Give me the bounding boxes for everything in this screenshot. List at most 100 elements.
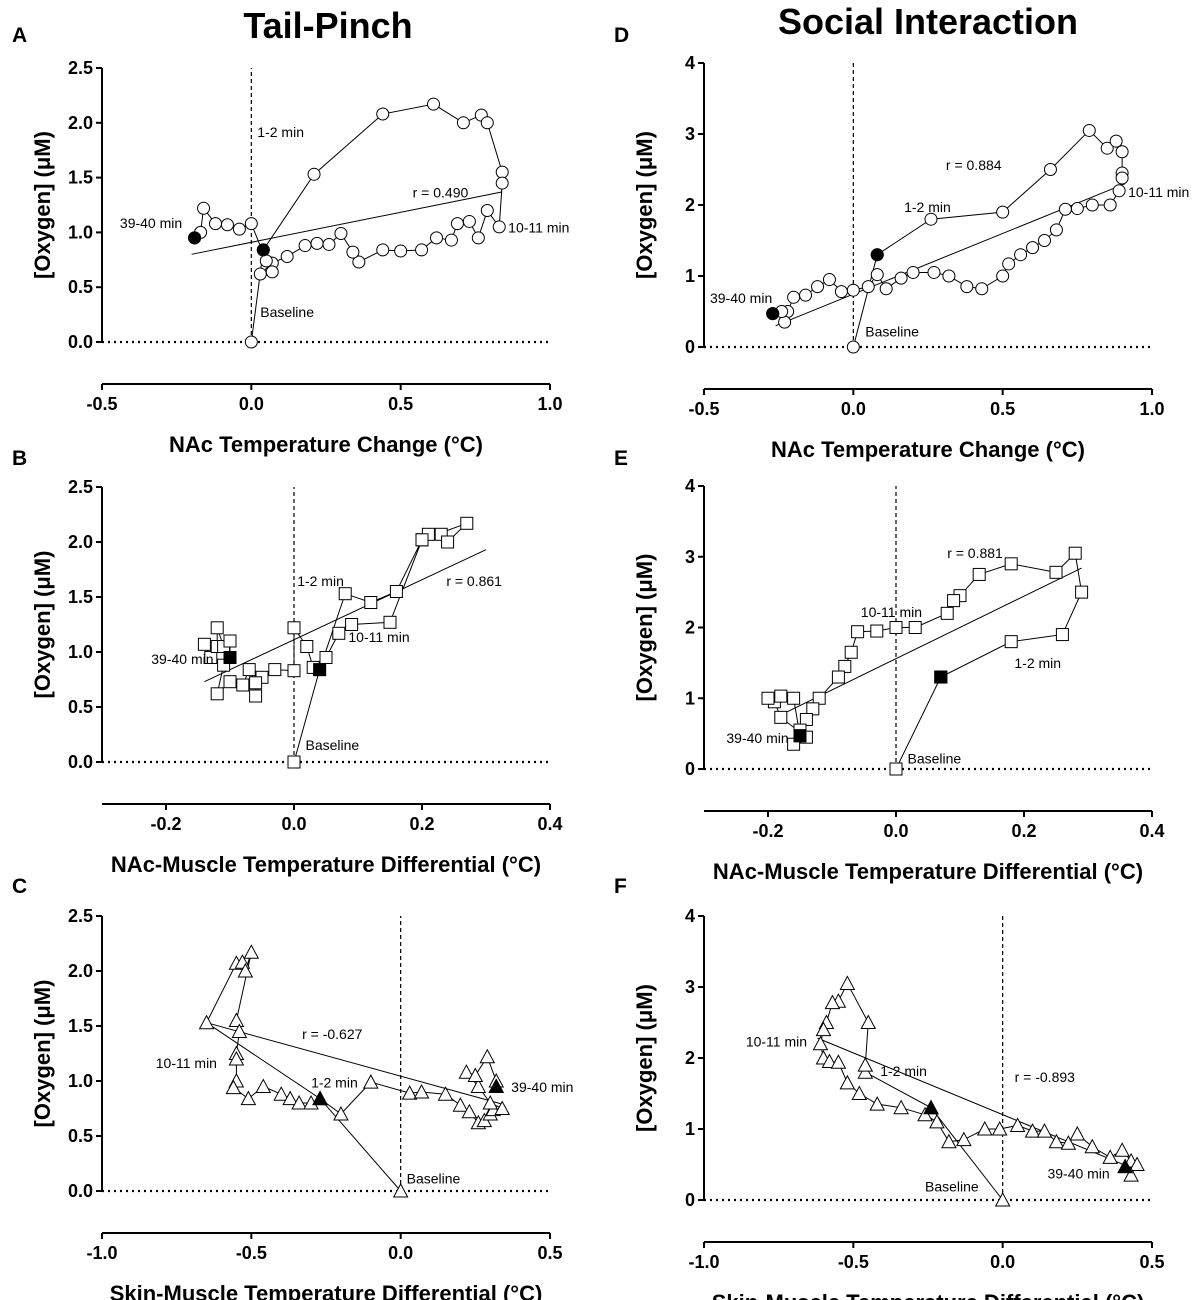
filled-data-point-B xyxy=(313,663,327,677)
data-point-C xyxy=(401,1085,418,1100)
data-point-A xyxy=(244,335,258,349)
column-title-social-interaction: Social Interaction xyxy=(778,1,1078,42)
data-point-F xyxy=(991,1120,1008,1136)
x-tick-label-E: 0.2 xyxy=(1011,821,1036,841)
data-point-A xyxy=(307,167,321,181)
time-annotation-D: 10-11 min xyxy=(1128,184,1189,200)
correlation-label-D: r = 0.884 xyxy=(946,157,1002,173)
x-tick-label-A: 1.0 xyxy=(537,394,562,414)
data-point-F xyxy=(857,1064,874,1079)
data-point-D xyxy=(1100,141,1114,155)
data-point-F xyxy=(839,975,856,990)
y-tick-label-F: 0 xyxy=(685,1190,695,1210)
time-annotation-F: Baseline xyxy=(925,1178,979,1194)
panel-D: D 0 1 2 3 4 -0.5 0.0 0.5 1.0 NAc Temperature Chang… xyxy=(614,24,1189,462)
data-point-D xyxy=(1002,257,1016,271)
x-tick-label-D: 0.0 xyxy=(841,399,866,419)
data-point-A xyxy=(259,254,273,268)
data-point-F xyxy=(1069,1125,1086,1141)
data-point-C xyxy=(482,1094,499,1110)
data-point-C xyxy=(392,1182,409,1198)
data-point-C xyxy=(461,1103,478,1119)
y-tick-label-B: 1.5 xyxy=(68,587,93,607)
time-annotation-A: Baseline xyxy=(260,304,314,320)
x-axis-label-B: NAc-Muscle Temperature Differential (°C) xyxy=(111,852,541,877)
y-tick-label-C: 2.5 xyxy=(68,906,93,926)
panel-B: B 0.0 0.5 1.0 1.5 2.0 2.5 -0.2 0.0 0.2 0.4 NAc-Musc… xyxy=(12,447,563,877)
data-point-D xyxy=(975,282,989,296)
time-annotation-C: 1-2 min xyxy=(311,1075,358,1091)
time-annotation-B: 10-11 min xyxy=(348,629,409,645)
time-annotation-D: 1-2 min xyxy=(904,199,951,215)
data-point-D xyxy=(1109,134,1123,148)
data-point-F xyxy=(830,1054,847,1069)
data-point-B xyxy=(242,663,256,677)
y-axis-label-B: [Oxygen] (μM) xyxy=(30,551,55,699)
y-axis-label-E: [Oxygen] (μM) xyxy=(632,554,657,702)
data-point-D xyxy=(1014,248,1028,262)
data-point-D xyxy=(1049,223,1063,237)
y-tick-label-D: 0 xyxy=(685,337,695,357)
data-point-F xyxy=(1123,1167,1139,1182)
data-point-C xyxy=(479,1048,496,1064)
time-annotation-B: Baseline xyxy=(306,737,360,753)
data-point-A xyxy=(310,236,324,250)
data-point-A xyxy=(471,231,485,245)
data-point-C xyxy=(458,1064,475,1079)
filled-data-point-C xyxy=(312,1090,328,1106)
y-tick-label-E: 1 xyxy=(685,688,695,708)
y-tick-label-F: 2 xyxy=(685,1048,695,1068)
x-tick-label-F: 0.5 xyxy=(1139,1252,1164,1272)
data-point-A xyxy=(322,237,336,251)
data-point-B xyxy=(441,535,455,549)
panel-letter-C: C xyxy=(12,875,27,898)
x-axis-label-D: NAc Temperature Change (°C) xyxy=(771,437,1085,462)
data-point-B xyxy=(223,675,237,689)
data-point-E xyxy=(1004,635,1018,649)
data-point-C xyxy=(362,1074,379,1089)
data-point-C xyxy=(467,1067,484,1082)
data-point-F xyxy=(941,1133,957,1149)
y-tick-label-A: 2.5 xyxy=(68,58,93,78)
data-point-D xyxy=(778,315,792,329)
data-point-B xyxy=(287,621,301,635)
data-point-E xyxy=(787,691,801,705)
panel-letter-D: D xyxy=(614,24,629,47)
data-point-A xyxy=(415,243,429,257)
data-point-A xyxy=(265,265,279,279)
x-tick-label-C: 0.0 xyxy=(388,1243,413,1263)
data-point-E xyxy=(947,594,961,608)
data-point-C xyxy=(231,1023,248,1038)
filled-data-point-E xyxy=(934,670,948,684)
data-point-D xyxy=(960,280,974,294)
data-point-F xyxy=(956,1131,972,1147)
data-point-C xyxy=(437,1086,454,1101)
data-point-E xyxy=(1004,557,1018,571)
filled-data-point-A xyxy=(188,231,202,245)
x-tick-label-C: -1.0 xyxy=(86,1243,117,1263)
data-point-B xyxy=(415,533,429,547)
data-point-A xyxy=(430,231,444,245)
data-point-A xyxy=(462,214,476,228)
data-point-B xyxy=(364,596,378,609)
data-point-F xyxy=(1060,1135,1077,1150)
x-tick-label-E: 0.4 xyxy=(1139,821,1164,841)
panel-letter-E: E xyxy=(614,447,628,470)
data-point-B xyxy=(268,663,282,677)
data-point-B xyxy=(287,664,301,678)
filled-data-point-D xyxy=(870,248,884,262)
time-annotation-E: 10-11 min xyxy=(861,604,922,620)
data-point-C xyxy=(243,944,260,959)
y-tick-label-C: 1.0 xyxy=(68,1071,93,1091)
data-point-C xyxy=(228,1050,245,1066)
data-point-E xyxy=(889,762,903,776)
y-tick-label-A: 1.0 xyxy=(68,222,93,242)
x-tick-label-C: 0.5 xyxy=(537,1243,562,1263)
y-tick-label-A: 1.5 xyxy=(68,168,93,188)
time-annotation-A: 39-40 min xyxy=(120,215,182,231)
data-point-B xyxy=(460,516,474,530)
data-point-E xyxy=(940,606,954,620)
x-tick-label-A: 0.0 xyxy=(239,394,264,414)
time-annotation-A: 10-11 min xyxy=(508,219,569,235)
